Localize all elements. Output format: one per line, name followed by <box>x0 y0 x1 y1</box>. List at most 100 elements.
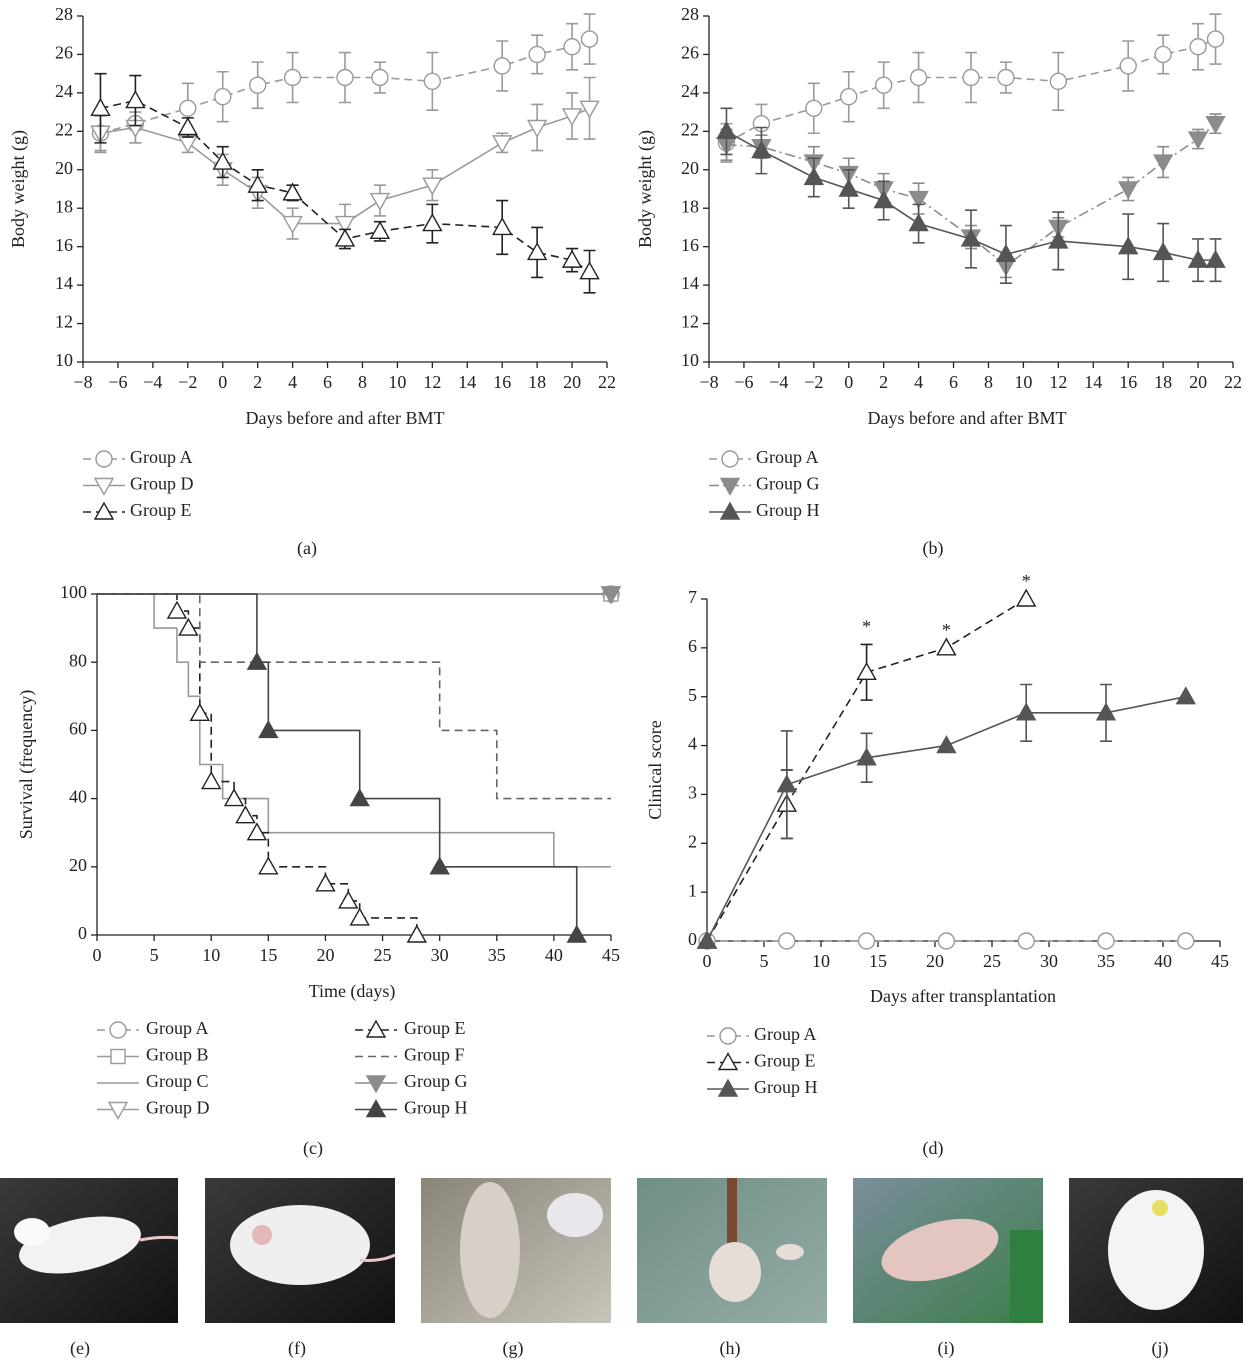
y-tick-label: 7 <box>688 587 697 607</box>
marker <box>582 31 598 47</box>
x-tick-label: −2 <box>804 372 823 392</box>
legend-label: Group D <box>130 474 194 494</box>
marker <box>431 858 449 874</box>
panel-label: (d) <box>923 1138 944 1159</box>
marker <box>1155 46 1171 62</box>
legend-marker <box>95 503 113 519</box>
legend-label: Group F <box>404 1045 465 1065</box>
legend-entry: Group B <box>97 1045 209 1065</box>
photo-h <box>637 1178 827 1323</box>
marker <box>1208 31 1224 47</box>
marker <box>423 178 441 194</box>
legend-label: Group C <box>146 1071 209 1091</box>
significance-mark: * <box>862 617 871 637</box>
y-tick-label: 40 <box>69 787 87 807</box>
y-tick-label: 16 <box>55 235 73 255</box>
marker <box>1178 933 1194 949</box>
y-tick-label: 5 <box>688 685 697 705</box>
marker <box>581 101 599 117</box>
panel-label: (j) <box>1152 1338 1169 1359</box>
marker <box>911 70 927 86</box>
marker <box>259 858 277 874</box>
x-tick-label: 18 <box>1154 372 1172 392</box>
marker <box>493 136 511 152</box>
marker <box>248 653 266 669</box>
x-tick-label: −4 <box>769 372 788 392</box>
x-tick-label: 16 <box>493 372 511 392</box>
legend-marker <box>721 503 739 519</box>
x-tick-label: 4 <box>288 372 297 392</box>
x-tick-label: 6 <box>323 372 332 392</box>
panel-label: (e) <box>70 1338 90 1359</box>
y-tick-label: 24 <box>681 81 699 101</box>
marker <box>858 663 876 679</box>
legend-label: Group D <box>146 1098 210 1118</box>
x-tick-label: 14 <box>1084 372 1102 392</box>
x-tick-label: 0 <box>703 951 712 971</box>
photo-j <box>1069 1178 1243 1323</box>
x-tick-label: 4 <box>914 372 923 392</box>
marker <box>568 926 586 942</box>
marker <box>371 194 389 210</box>
marker <box>259 721 277 737</box>
legend-entry: Group G <box>355 1071 468 1092</box>
marker <box>1050 73 1066 89</box>
y-axis-label: Clinical score <box>645 720 665 819</box>
panel-label: (i) <box>938 1338 955 1359</box>
legend-entry: Group H <box>709 500 820 520</box>
marker <box>339 892 357 908</box>
legend-entry: Group A <box>83 447 193 467</box>
y-tick-label: 16 <box>681 235 699 255</box>
marker <box>875 192 893 208</box>
marker <box>859 933 875 949</box>
y-tick-label: 20 <box>681 158 699 178</box>
marker <box>249 176 267 192</box>
legend-entry: Group D <box>83 474 194 495</box>
marker <box>371 222 389 238</box>
marker <box>529 46 545 62</box>
legend-entry: Group A <box>97 1018 209 1038</box>
y-tick-label: 28 <box>55 4 73 24</box>
marker <box>494 58 510 74</box>
chart: 05101520253035404501234567Days after tra… <box>645 571 1229 1159</box>
marker <box>564 39 580 55</box>
x-axis-label: Days before and after BMT <box>868 408 1067 428</box>
x-tick-label: 40 <box>545 945 563 965</box>
significance-mark: * <box>1022 571 1031 591</box>
y-tick-label: 10 <box>55 350 73 370</box>
x-tick-label: 35 <box>1097 951 1115 971</box>
x-tick-label: 2 <box>253 372 262 392</box>
y-tick-label: 12 <box>55 312 73 332</box>
marker <box>179 136 197 152</box>
marker <box>126 92 144 108</box>
x-tick-label: 22 <box>598 372 616 392</box>
legend-marker <box>722 451 738 467</box>
marker <box>1098 933 1114 949</box>
legend-label: Group A <box>146 1018 209 1038</box>
y-tick-label: 22 <box>681 119 699 139</box>
page: −8−6−4−202468101214161820221012141618202… <box>0 0 1245 1365</box>
marker <box>938 933 954 949</box>
marker <box>1017 590 1035 606</box>
marker <box>806 100 822 116</box>
marker <box>215 89 231 105</box>
marker <box>191 704 209 720</box>
photo-i <box>853 1178 1043 1323</box>
marker <box>1120 58 1136 74</box>
marker <box>840 180 858 196</box>
x-tick-label: 0 <box>218 372 227 392</box>
x-tick-label: 12 <box>423 372 441 392</box>
marker <box>1119 182 1137 198</box>
x-tick-label: 40 <box>1154 951 1172 971</box>
photo-g <box>421 1178 611 1323</box>
x-tick-label: 25 <box>983 951 1001 971</box>
x-tick-label: 16 <box>1119 372 1137 392</box>
x-tick-label: 45 <box>602 945 620 965</box>
marker <box>248 824 266 840</box>
marker <box>963 70 979 86</box>
x-tick-label: 45 <box>1211 951 1229 971</box>
panel-label: (h) <box>720 1338 741 1359</box>
y-tick-label: 22 <box>55 119 73 139</box>
